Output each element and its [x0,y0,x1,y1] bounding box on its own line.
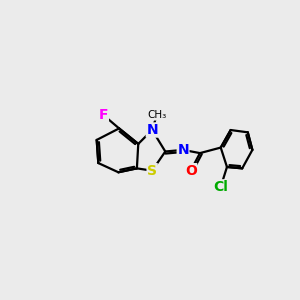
Text: CH₃: CH₃ [147,110,167,120]
Text: N: N [177,143,189,157]
Text: O: O [185,164,197,178]
Text: Cl: Cl [213,180,228,194]
Text: S: S [147,164,157,178]
Text: F: F [99,108,108,122]
Text: N: N [146,123,158,137]
